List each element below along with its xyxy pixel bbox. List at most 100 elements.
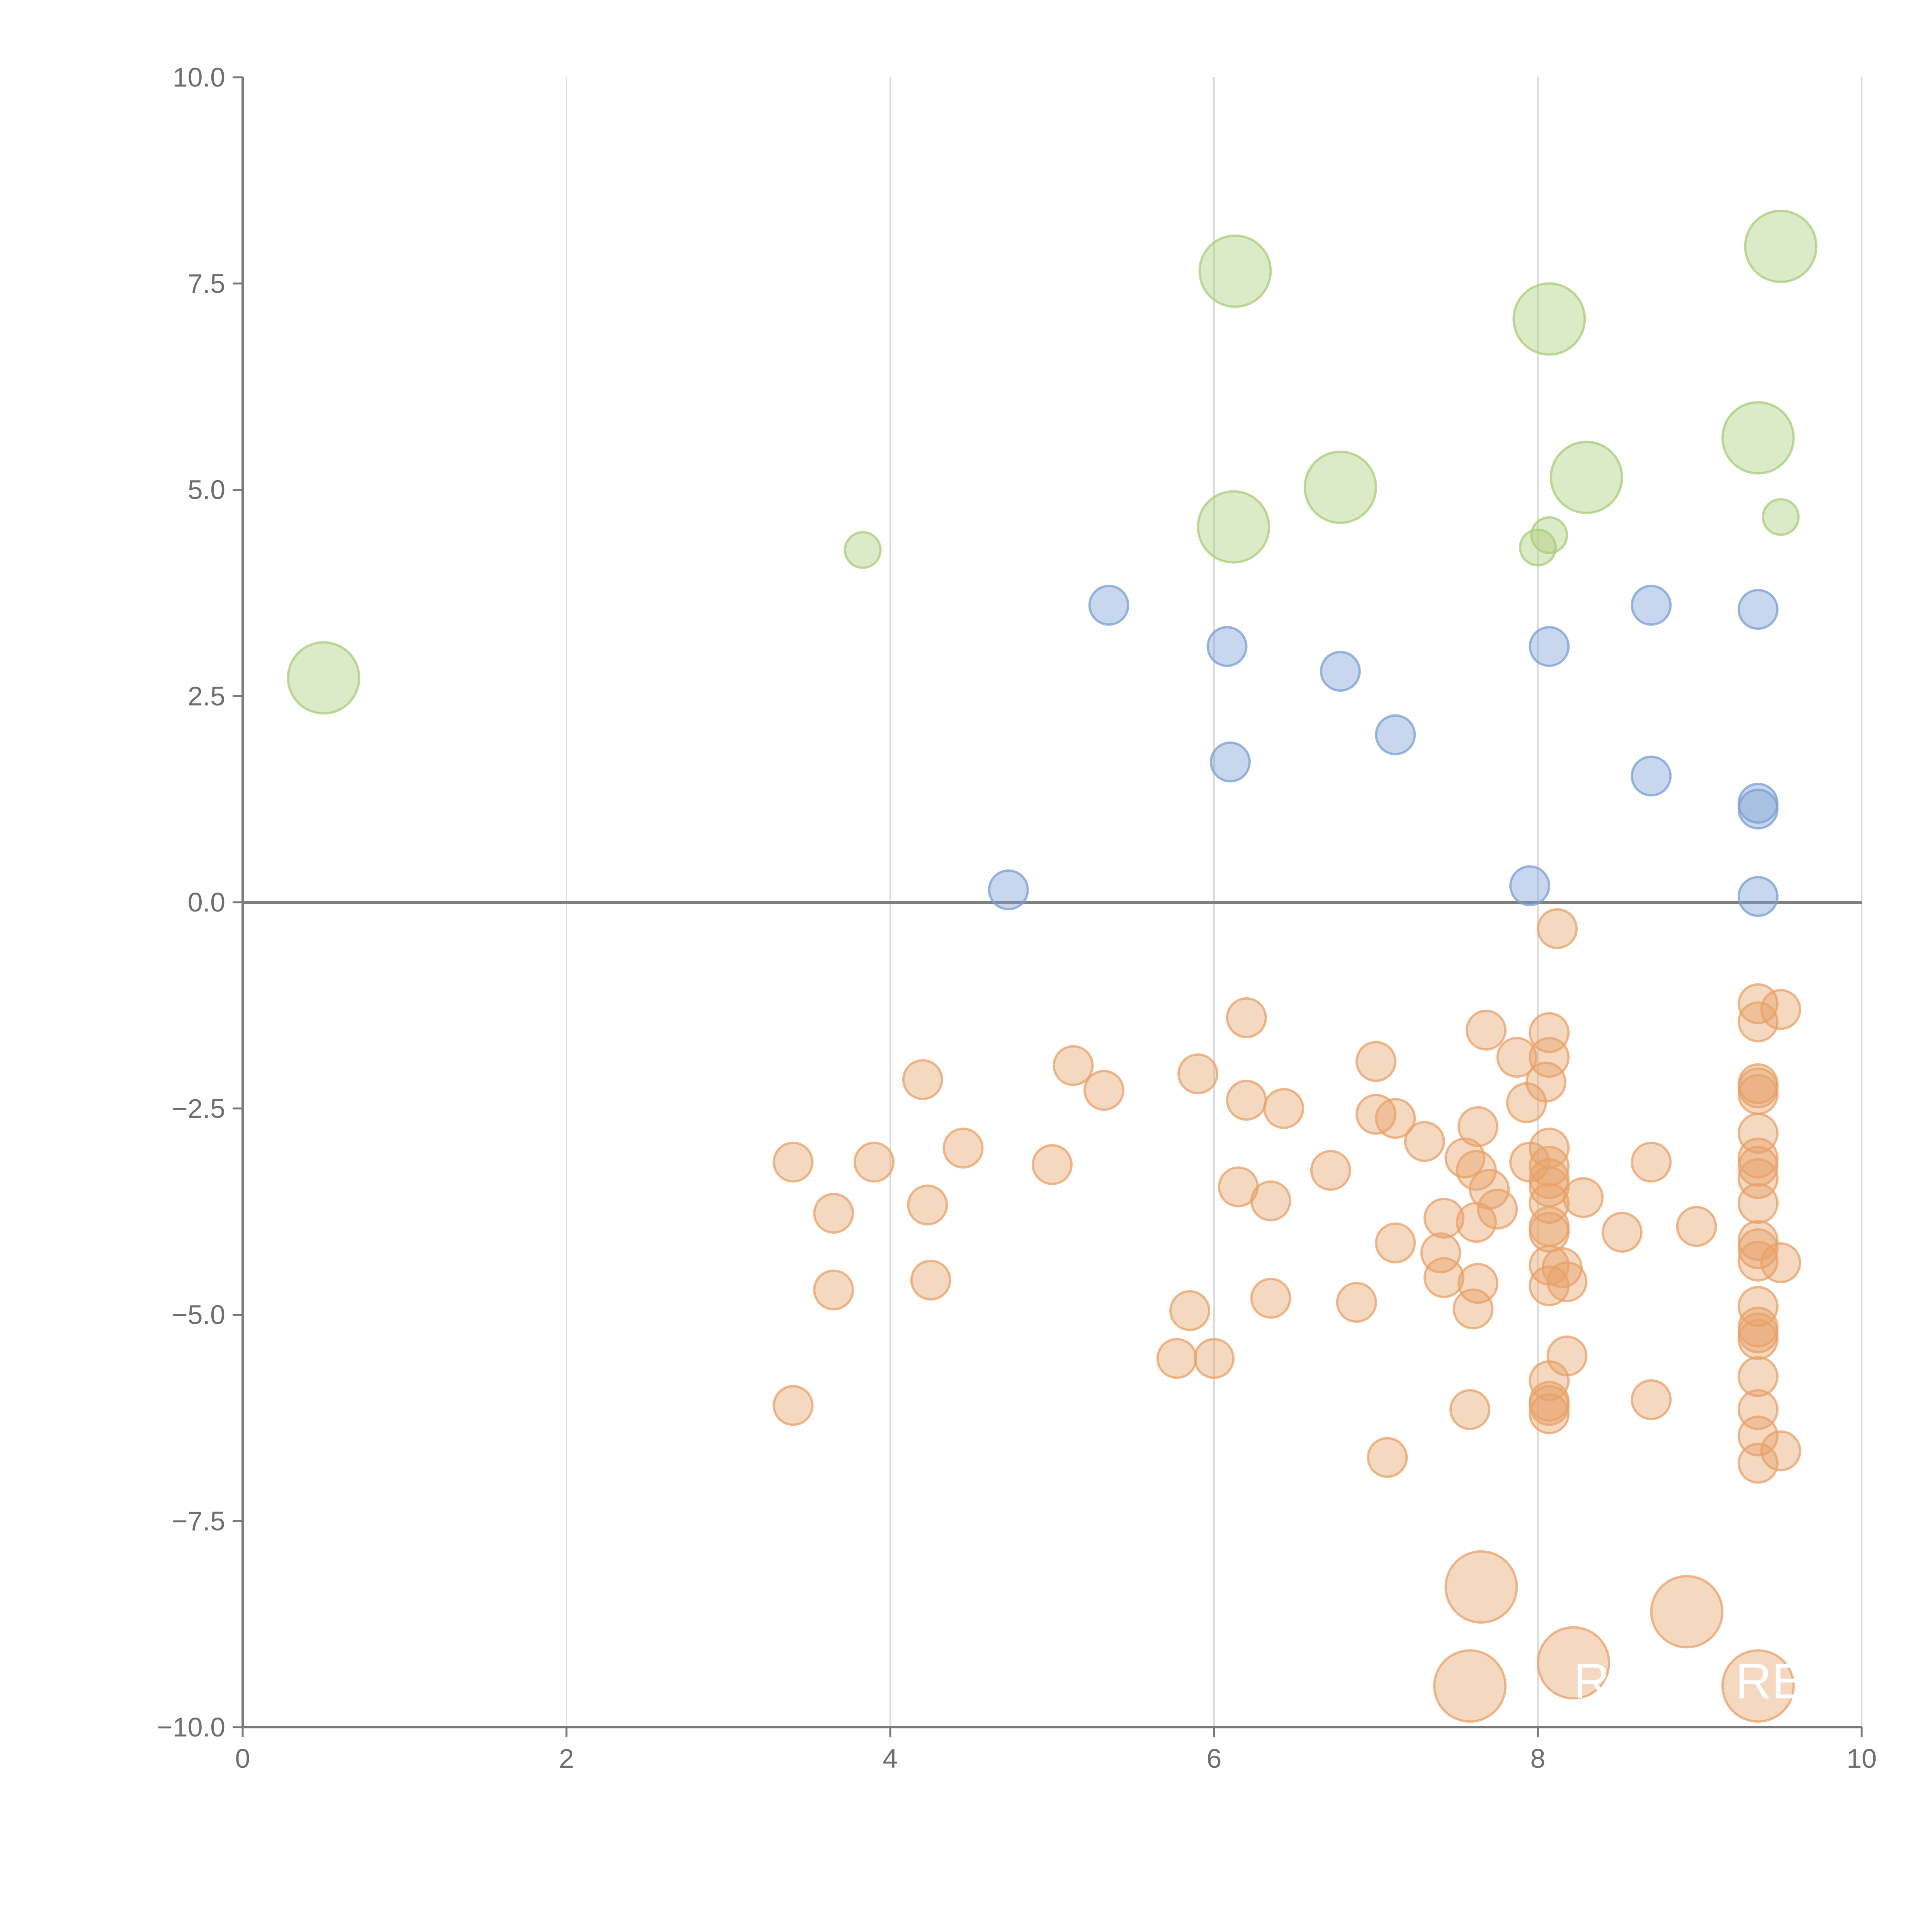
orange-point (1156, 1338, 1197, 1379)
orange-point (1355, 1041, 1396, 1082)
x-tick-label: 6 (1207, 1743, 1222, 1774)
y-tick-label: −10.0 (157, 1712, 225, 1742)
orange-point (1529, 1146, 1570, 1187)
series-green (287, 209, 1818, 715)
green-point (1197, 490, 1270, 564)
orange-point (854, 1141, 895, 1183)
orange-point (1737, 1319, 1779, 1360)
orange-point (1083, 1070, 1125, 1111)
green-point (1721, 401, 1795, 474)
orange-point (1367, 1437, 1408, 1478)
orange-point (1423, 1197, 1464, 1239)
orange-point (1457, 1263, 1498, 1304)
orange-point (1452, 1288, 1494, 1330)
y-tick-label: 10.0 (173, 62, 225, 92)
blue-point (1631, 585, 1672, 626)
x-tick-label: 4 (883, 1743, 898, 1774)
orange-point (772, 1141, 814, 1183)
orange-point (1529, 1037, 1570, 1078)
blue-point (1737, 589, 1779, 630)
y-tick-label: 7.5 (188, 269, 225, 299)
orange-point (1529, 1393, 1570, 1434)
y-tick-label: −2.5 (172, 1094, 225, 1124)
x-tick-label: 0 (235, 1743, 250, 1774)
orange-point (1310, 1150, 1351, 1191)
green-point (1198, 234, 1272, 308)
orange-point (1737, 1074, 1779, 1115)
axes: 0 2 4 6 8 10 10.0 7.5 5.0 2.5 0.0 −2.5 −5.0 −7.5 −10.0 (157, 62, 1877, 1774)
orange-point (1177, 1053, 1219, 1095)
orange-point (1631, 1379, 1672, 1420)
orange-point (1529, 1212, 1570, 1253)
blue-point (1209, 742, 1251, 783)
series-orange (772, 908, 1801, 1723)
y-tick-label: 5.0 (188, 475, 225, 505)
orange-point (1760, 1430, 1801, 1471)
orange-point (813, 1269, 854, 1311)
orange-point (1546, 1261, 1588, 1303)
orange-point (1529, 1245, 1570, 1286)
orange-point (942, 1128, 984, 1169)
orange-point (1423, 1257, 1464, 1298)
orange-point (1737, 1146, 1779, 1187)
orange-point (1601, 1212, 1643, 1253)
series-blue (988, 585, 1779, 917)
orange-point (1457, 1106, 1498, 1147)
orange-point (1496, 1037, 1537, 1078)
blue-point (988, 869, 1029, 910)
orange-point (1737, 1442, 1779, 1484)
orange-point (1737, 1240, 1779, 1282)
orange-point (772, 1385, 814, 1426)
orange-point (1336, 1282, 1377, 1323)
orange-point (1465, 1009, 1507, 1051)
orange-point (1032, 1144, 1073, 1185)
orange-point (1404, 1121, 1445, 1162)
orange-point (1053, 1045, 1094, 1086)
orange-point (1250, 1180, 1291, 1221)
green-point (1512, 282, 1586, 356)
orange-point (1631, 1141, 1672, 1183)
orange-point (813, 1192, 854, 1234)
green-point (287, 641, 361, 715)
data-points (287, 209, 1818, 1723)
blue-point (1320, 651, 1361, 692)
orange-point (1375, 1222, 1416, 1264)
orange-point (1375, 1098, 1416, 1139)
y-tick-label: 0.0 (188, 887, 225, 917)
orange-point (1537, 908, 1578, 949)
orange-point (1737, 1001, 1779, 1043)
annotation-label: RE (1573, 1653, 1643, 1709)
orange-point (910, 1259, 951, 1301)
orange-point (1721, 1649, 1795, 1723)
orange-point (1449, 1389, 1491, 1430)
orange-point (1737, 1112, 1779, 1154)
blue-point (1088, 585, 1129, 626)
orange-point (1529, 1183, 1570, 1224)
orange-point (1760, 1242, 1801, 1283)
orange-point (1477, 1189, 1518, 1230)
orange-point (1537, 1626, 1611, 1700)
green-point (1530, 516, 1568, 554)
orange-point (1737, 1158, 1779, 1199)
orange-point (1194, 1338, 1235, 1379)
green-point (1744, 209, 1818, 283)
orange-point (1433, 1649, 1507, 1723)
orange-point (1263, 1088, 1304, 1129)
orange-point (1529, 1012, 1570, 1053)
y-tick-label: 2.5 (188, 681, 225, 711)
annotations: RE RE (1573, 1653, 1805, 1709)
orange-point (1737, 1228, 1779, 1269)
y-tick-label: −7.5 (172, 1506, 225, 1536)
orange-point (1546, 1335, 1588, 1377)
orange-point (1563, 1177, 1604, 1218)
orange-point (902, 1059, 943, 1100)
green-point (1762, 498, 1800, 536)
orange-point (1737, 1356, 1779, 1397)
orange-point (1250, 1277, 1291, 1319)
green-point (1549, 440, 1623, 514)
blue-point (1375, 714, 1416, 755)
x-tick-label: 2 (559, 1743, 574, 1774)
green-point (844, 531, 882, 569)
orange-point (1444, 1137, 1486, 1179)
blue-point (1631, 755, 1672, 797)
